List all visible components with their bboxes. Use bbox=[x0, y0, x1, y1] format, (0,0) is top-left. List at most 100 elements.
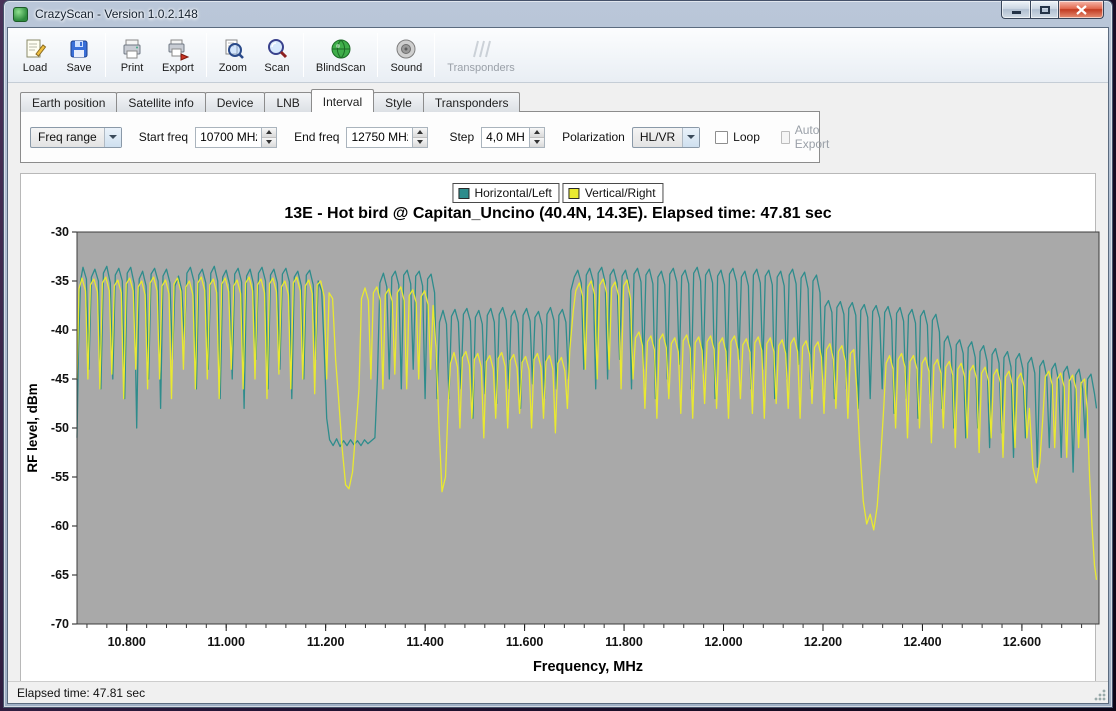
svg-text:10.800: 10.800 bbox=[108, 635, 146, 649]
interval-tab-panel: Freq range Start freq End freq Step bbox=[20, 111, 829, 163]
end-freq-input[interactable] bbox=[346, 126, 413, 148]
legend-label: Horizontal/Left bbox=[474, 186, 552, 200]
svg-text:12.600: 12.600 bbox=[1003, 635, 1041, 649]
legend-label: Vertical/Right bbox=[584, 186, 656, 200]
svg-text:12.000: 12.000 bbox=[704, 635, 742, 649]
loop-label: Loop bbox=[733, 130, 760, 144]
svg-text:-35: -35 bbox=[51, 274, 69, 288]
chart-plot[interactable]: 10.800 11.000 11.200 11.400 11.600 11.800 12.0… bbox=[21, 174, 1103, 686]
scan-icon bbox=[267, 39, 287, 59]
legend-swatch-teal bbox=[458, 187, 470, 199]
freq-range-value: Freq range bbox=[38, 130, 97, 144]
start-freq-down-button[interactable] bbox=[262, 137, 277, 147]
polarization-value: HL/VR bbox=[639, 130, 676, 144]
toolbar-separator bbox=[302, 33, 304, 77]
tab-strip: Earth position Satellite info Device LNB… bbox=[20, 88, 1108, 112]
loop-checkbox[interactable] bbox=[715, 130, 729, 144]
toolbar-separator bbox=[377, 33, 379, 77]
svg-text:-60: -60 bbox=[51, 519, 69, 533]
minimize-button[interactable] bbox=[1001, 1, 1030, 19]
scan-button[interactable]: Scan bbox=[255, 30, 299, 80]
svg-text:11.400: 11.400 bbox=[406, 635, 444, 649]
sound-icon bbox=[396, 39, 416, 59]
sound-button-label: Sound bbox=[390, 62, 423, 74]
auto-export-checkbox bbox=[780, 130, 790, 144]
load-button[interactable]: Load bbox=[13, 30, 57, 80]
minimize-icon bbox=[1011, 11, 1021, 14]
print-icon bbox=[123, 39, 141, 59]
svg-text:-45: -45 bbox=[51, 372, 69, 386]
end-freq-label: End freq bbox=[294, 130, 340, 144]
polarization-combobox[interactable]: HL/VR bbox=[631, 126, 701, 148]
transponders-icon bbox=[473, 40, 491, 58]
spin-up-icon bbox=[534, 130, 541, 134]
sound-button[interactable]: Sound bbox=[382, 30, 430, 80]
end-freq-up-button[interactable] bbox=[413, 127, 428, 138]
toolbar-separator bbox=[205, 33, 207, 77]
blindscan-button[interactable]: BlindScan bbox=[308, 30, 374, 80]
toolbar-separator bbox=[434, 33, 436, 77]
window-title: CrazyScan - Version 1.0.2.148 bbox=[35, 7, 198, 21]
step-up-button[interactable] bbox=[530, 127, 545, 138]
zoom-icon bbox=[225, 39, 244, 59]
blindscan-icon bbox=[331, 39, 351, 59]
svg-text:11.200: 11.200 bbox=[307, 635, 345, 649]
load-icon bbox=[26, 39, 47, 58]
export-button-label: Export bbox=[162, 62, 194, 74]
tab-style[interactable]: Style bbox=[373, 92, 424, 112]
svg-text:-70: -70 bbox=[51, 617, 69, 631]
chevron-down-icon bbox=[108, 135, 117, 139]
polarization-dropdown-arrow[interactable] bbox=[682, 127, 700, 147]
start-freq-label: Start freq bbox=[138, 130, 189, 144]
zoom-button-label: Zoom bbox=[218, 62, 247, 74]
step-spinbox bbox=[481, 126, 546, 148]
tab-transponders[interactable]: Transponders bbox=[422, 92, 521, 112]
client-area: Load Save Print Export Zoom Sca bbox=[7, 27, 1109, 704]
spin-down-icon bbox=[417, 140, 424, 144]
tab-lnb[interactable]: LNB bbox=[264, 92, 312, 112]
svg-text:-40: -40 bbox=[51, 323, 69, 337]
tab-satellite-info[interactable]: Satellite info bbox=[116, 92, 206, 112]
load-button-label: Load bbox=[22, 62, 48, 74]
svg-text:11.800: 11.800 bbox=[605, 635, 643, 649]
app-icon bbox=[13, 6, 28, 22]
tab-interval[interactable]: Interval bbox=[310, 89, 375, 112]
end-freq-spinbox bbox=[346, 126, 429, 148]
auto-export-checkbox-row: Auto Export bbox=[780, 123, 834, 151]
resize-grip[interactable] bbox=[1094, 689, 1106, 701]
spin-down-icon bbox=[534, 140, 541, 144]
step-down-button[interactable] bbox=[530, 137, 545, 147]
start-freq-up-button[interactable] bbox=[262, 127, 277, 138]
print-button[interactable]: Print bbox=[110, 30, 154, 80]
close-button[interactable] bbox=[1058, 1, 1104, 19]
status-text: Elapsed time: 47.81 sec bbox=[17, 685, 146, 700]
step-label: Step bbox=[449, 130, 475, 144]
zoom-button[interactable]: Zoom bbox=[211, 30, 255, 80]
chart-legend: Horizontal/Left Vertical/Right bbox=[452, 183, 664, 203]
end-freq-down-button[interactable] bbox=[413, 137, 428, 147]
chevron-down-icon bbox=[687, 135, 696, 139]
title-bar[interactable]: CrazyScan - Version 1.0.2.148 bbox=[4, 1, 1112, 27]
transponders-button: Transponders bbox=[439, 30, 522, 80]
loop-checkbox-row: Loop bbox=[715, 130, 760, 144]
legend-swatch-yellow bbox=[568, 187, 580, 199]
freq-range-combobox[interactable]: Freq range bbox=[30, 126, 122, 148]
freq-range-dropdown-arrow[interactable] bbox=[103, 127, 121, 147]
polarization-label: Polarization bbox=[562, 130, 625, 144]
export-button[interactable]: Export bbox=[154, 30, 202, 80]
print-button-label: Print bbox=[120, 62, 144, 74]
tab-earth-position[interactable]: Earth position bbox=[20, 92, 118, 112]
y-axis-title: RF level, dBm bbox=[25, 383, 40, 472]
spin-up-icon bbox=[417, 130, 424, 134]
step-input[interactable] bbox=[481, 126, 530, 148]
close-icon bbox=[1075, 4, 1087, 15]
svg-text:-55: -55 bbox=[51, 470, 69, 484]
save-button[interactable]: Save bbox=[57, 30, 101, 80]
toolbar-separator bbox=[105, 33, 106, 77]
start-freq-input[interactable] bbox=[195, 126, 262, 148]
legend-item-horizontal-left: Horizontal/Left bbox=[452, 183, 560, 203]
maximize-button[interactable] bbox=[1030, 1, 1058, 19]
start-freq-spinbox bbox=[195, 126, 278, 148]
blindscan-button-label: BlindScan bbox=[315, 62, 366, 74]
tab-device[interactable]: Device bbox=[204, 92, 266, 112]
